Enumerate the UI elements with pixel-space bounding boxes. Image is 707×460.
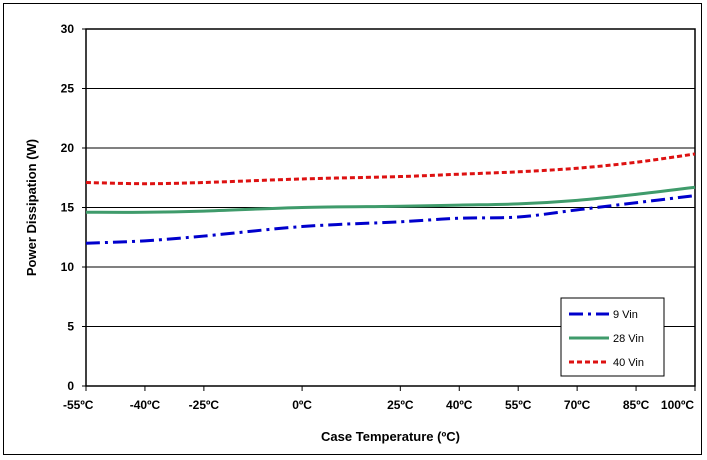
x-tick-label: -40ºC (130, 398, 161, 412)
y-tick-label: 10 (61, 260, 75, 274)
x-tick-label: 40ºC (446, 398, 473, 412)
y-tick-label: 30 (61, 22, 75, 36)
series-line-28-vin (85, 185, 696, 214)
x-tick-label: -55ºC (63, 398, 94, 412)
y-tick-label: 25 (61, 82, 75, 96)
x-tick-label: 25ºC (387, 398, 414, 412)
legend-label: 40 Vin (613, 357, 644, 369)
x-axis-title: Case Temperature (ºC) (321, 429, 460, 444)
y-axis-ticks: 0 5 10 15 20 25 30 (61, 22, 86, 393)
series-line-40-vin (85, 152, 696, 186)
series-line-9-vin (85, 194, 696, 245)
x-tick-label: 70ºC (564, 398, 591, 412)
y-tick-label: 0 (67, 379, 74, 393)
x-tick-label: 85ºC (623, 398, 650, 412)
chart-frame (3, 3, 702, 455)
x-tick-label: 55ºC (505, 398, 532, 412)
y-axis-title: Power Dissipation (W) (24, 139, 39, 276)
x-tick-label: 0ºC (292, 398, 312, 412)
y-tick-label: 5 (67, 320, 74, 334)
legend: 9 Vin 28 Vin 40 Vin (560, 297, 665, 377)
x-tick-label: -25ºC (189, 398, 220, 412)
x-tick-label: 100ºC (661, 398, 694, 412)
series-lines (85, 152, 696, 245)
legend-label: 9 Vin (613, 309, 638, 321)
x-axis-ticks: -55ºC -40ºC -25ºC 0ºC 25ºC 40ºC 55ºC 70ºC 85ºC 10… (63, 386, 696, 412)
y-tick-label: 15 (61, 201, 75, 215)
y-tick-label: 20 (61, 141, 75, 155)
legend-label: 28 Vin (613, 333, 644, 345)
